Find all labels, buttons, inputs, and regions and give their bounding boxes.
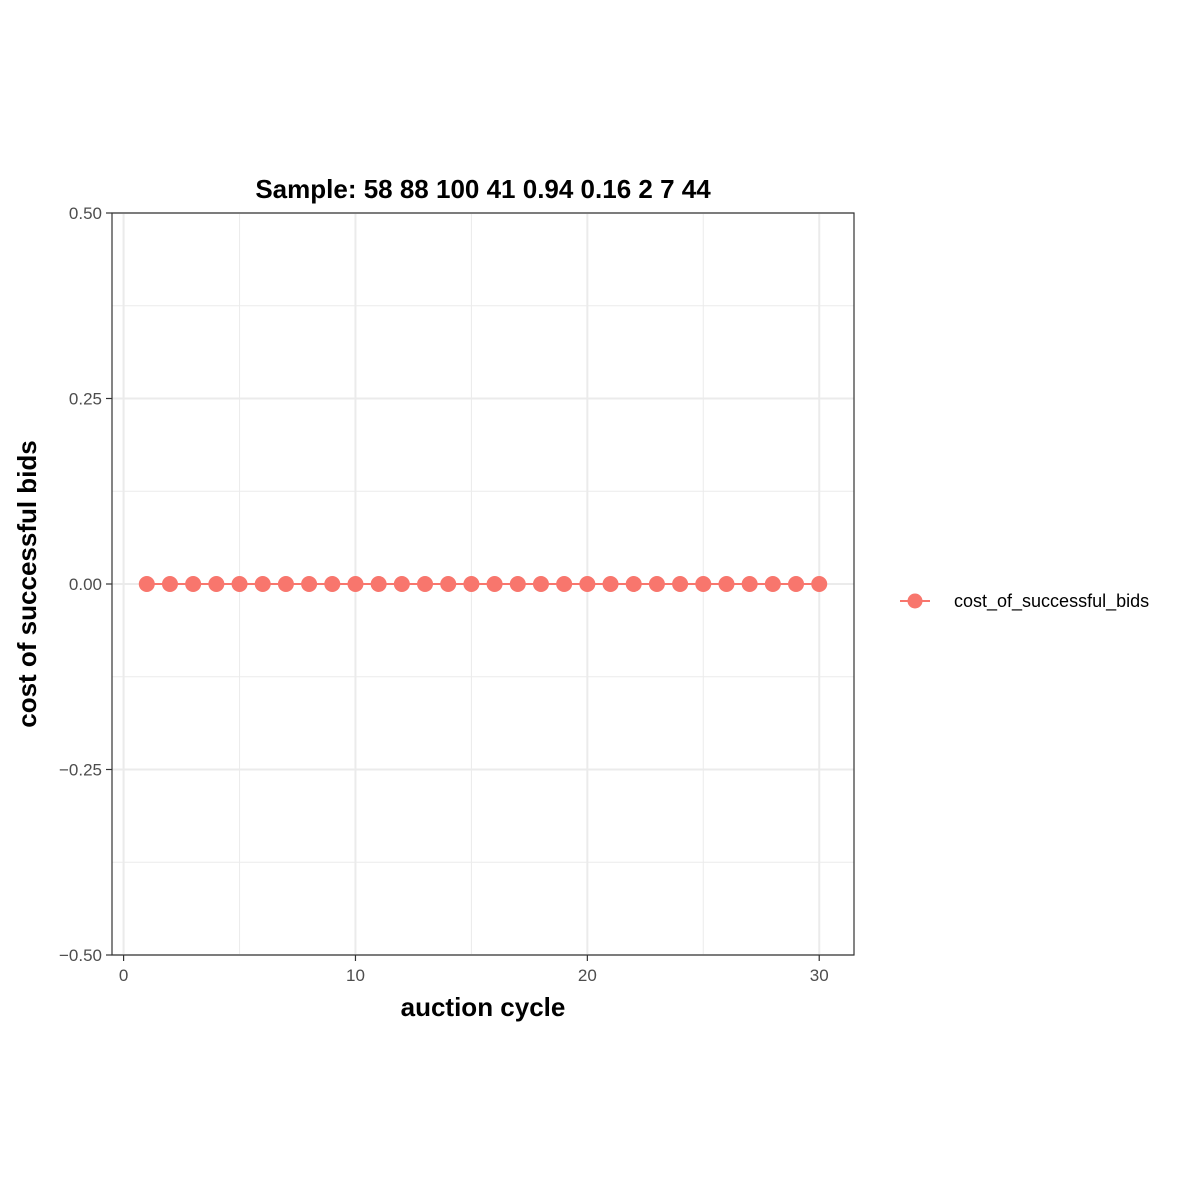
data-point (393, 576, 410, 592)
data-point (532, 576, 549, 592)
data-point (672, 576, 689, 592)
chart-title: Sample: 58 88 100 41 0.94 0.16 2 7 44 (255, 174, 711, 204)
data-point (370, 576, 387, 592)
y-axis-title: cost of successful bids (12, 440, 42, 728)
data-point (208, 576, 225, 592)
data-point (138, 576, 155, 592)
x-tick-label: 0 (119, 966, 128, 985)
legend-label: cost_of_successful_bids (954, 591, 1149, 612)
data-point (741, 576, 758, 592)
data-point (556, 576, 573, 592)
data-point (161, 576, 178, 592)
data-point (254, 576, 271, 592)
data-point (602, 576, 619, 592)
data-point (625, 576, 642, 592)
data-point (324, 576, 341, 592)
legend: cost_of_successful_bids (900, 591, 1149, 612)
y-tick-label: −0.50 (59, 946, 102, 965)
x-axis-title: auction cycle (401, 992, 566, 1022)
data-point (509, 576, 526, 592)
x-tick-label: 10 (346, 966, 365, 985)
y-tick-label: −0.25 (59, 761, 102, 780)
tick-labels: 0 10 20 30 −0.50 −0.25 0.00 0.25 0.50 (59, 204, 829, 985)
data-point (231, 576, 248, 592)
data-point (185, 576, 202, 592)
data-point (648, 576, 665, 592)
data-point (486, 576, 503, 592)
x-tick-label: 30 (810, 966, 829, 985)
y-tick-label: 0.00 (69, 575, 102, 594)
data-point (718, 576, 735, 592)
legend-key-point (907, 593, 923, 609)
x-tick-label: 20 (578, 966, 597, 985)
data-point (277, 576, 294, 592)
data-point (301, 576, 318, 592)
data-point (695, 576, 712, 592)
data-point (463, 576, 480, 592)
data-point (811, 576, 828, 592)
data-point (417, 576, 434, 592)
series-layer (138, 576, 828, 592)
data-point (347, 576, 364, 592)
y-tick-label: 0.50 (69, 204, 102, 223)
data-point (579, 576, 596, 592)
data-point (764, 576, 781, 592)
data-point (788, 576, 805, 592)
data-point (440, 576, 457, 592)
axis-ticks (106, 212, 820, 961)
y-tick-label: 0.25 (69, 390, 102, 409)
